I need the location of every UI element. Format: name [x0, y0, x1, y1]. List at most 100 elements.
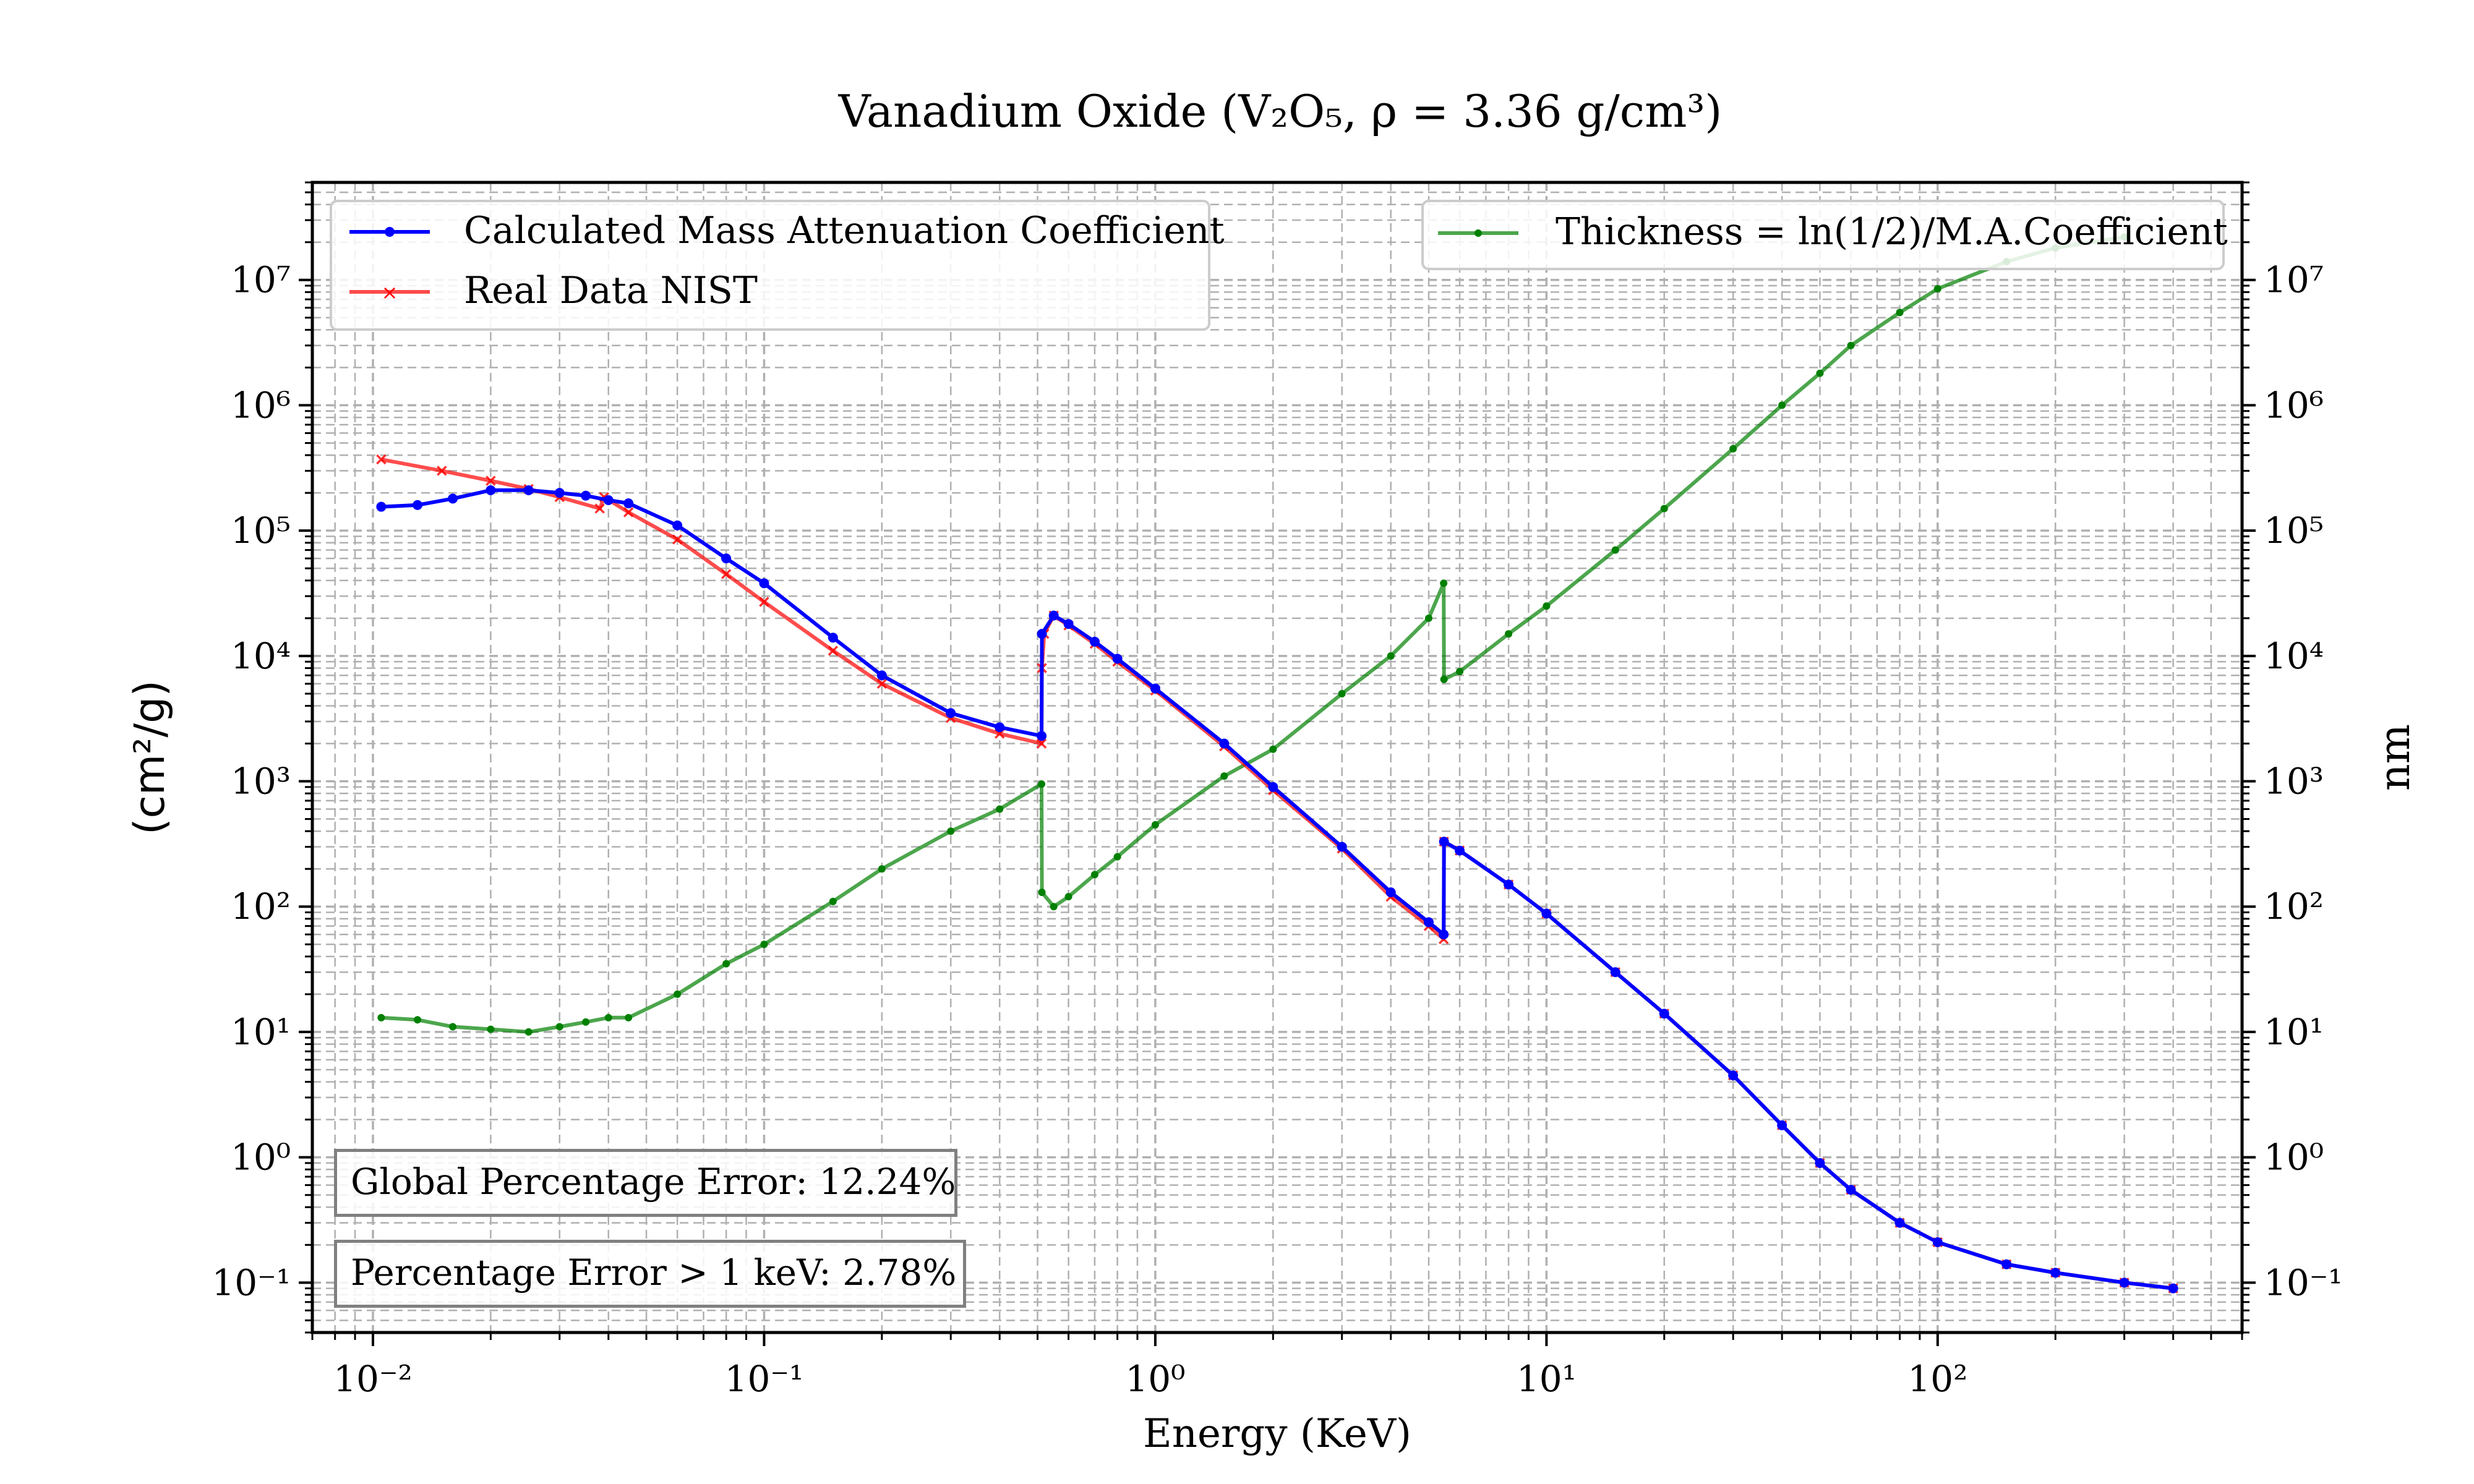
data-point — [1894, 1217, 1905, 1228]
y2-tick-label: 10³ — [2264, 761, 2324, 803]
data-point — [1063, 619, 1074, 629]
data-point — [1728, 1070, 1739, 1081]
data-point — [1660, 505, 1668, 513]
data-point — [760, 940, 768, 949]
legend-label-thickness: Thickness = ln(1/2)/M.A.Coefficient — [1556, 210, 2228, 254]
data-point — [722, 960, 730, 968]
data-point — [1505, 630, 1513, 638]
legend-marker-calculated — [385, 227, 395, 237]
x-tick-label: 10⁰ — [1125, 1358, 1185, 1400]
x-axis: 10⁻² 10⁻¹ 10⁰ 10¹ 10² — [311, 1333, 2243, 1400]
data-point — [1337, 842, 1347, 852]
y-tick-label: 10⁰ — [231, 1136, 291, 1179]
legend-label-nist: Real Data NIST — [464, 269, 758, 312]
data-point — [1504, 879, 1514, 890]
data-point — [376, 454, 387, 465]
data-point — [555, 1023, 563, 1031]
data-point — [1387, 652, 1395, 660]
data-point — [1933, 285, 1941, 293]
data-point — [1038, 780, 1046, 788]
data-point — [486, 485, 496, 495]
data-point — [1338, 689, 1346, 697]
data-point — [623, 507, 634, 518]
data-point — [672, 534, 683, 545]
series-2 — [377, 233, 2128, 1036]
y-tick-label: 10² — [231, 885, 291, 927]
y2-tick-label: 10⁷ — [2264, 259, 2324, 301]
data-point — [2119, 1277, 2129, 1288]
data-point — [554, 488, 565, 498]
data-point — [1090, 871, 1098, 879]
data-point — [995, 722, 1005, 733]
data-point — [1847, 341, 1855, 349]
x-tick-label: 10⁻² — [333, 1358, 413, 1400]
data-point — [487, 1025, 495, 1033]
data-point — [623, 498, 634, 509]
y-axis-label: (cm²/g) — [126, 680, 174, 835]
data-point — [1456, 668, 1464, 676]
data-point — [523, 485, 534, 495]
y-tick-label: 10⁵ — [231, 510, 291, 552]
y2-tick-label: 10² — [2264, 885, 2324, 927]
x-axis-label: Energy (KeV) — [1143, 1411, 1411, 1457]
data-point — [876, 670, 887, 681]
x-tick-label: 10¹ — [1517, 1358, 1577, 1400]
legend-left-frame — [330, 200, 1210, 331]
data-point — [448, 493, 458, 504]
data-point — [1150, 683, 1160, 694]
x-tick-label: 10² — [1907, 1358, 1967, 1400]
legend-marker-nist: × — [382, 281, 398, 304]
series-0 — [376, 485, 2178, 1294]
data-point — [1439, 929, 1449, 940]
data-point — [1151, 821, 1159, 829]
data-point — [674, 990, 682, 998]
data-point — [1050, 903, 1058, 911]
data-point — [2050, 1268, 2061, 1278]
data-point — [1778, 401, 1786, 409]
y2-tick-label: 10⁵ — [2264, 510, 2324, 552]
data-point — [1038, 889, 1046, 897]
y2-tick-label: 10⁻¹ — [2264, 1261, 2343, 1303]
data-point — [1777, 1120, 1787, 1130]
data-point — [413, 500, 423, 510]
y-axis-right: 10⁻¹ 10⁰ 10¹ 10² 10³ 10⁴ 10⁵ 10⁶ 10⁷ — [2242, 181, 2343, 1334]
data-point — [1815, 1158, 1825, 1168]
y-axis-left: 10⁻¹ 10⁰ 10¹ 10² 10³ 10⁴ 10⁵ 10⁶ 10⁷ — [212, 181, 312, 1334]
data-point — [947, 827, 955, 835]
data-point — [996, 805, 1004, 813]
data-point — [377, 1013, 385, 1021]
plot-frame — [310, 181, 2244, 1334]
y2-tick-label: 10⁴ — [2264, 635, 2324, 677]
data-point — [1219, 738, 1230, 749]
data-point — [1440, 675, 1448, 683]
data-point — [1037, 731, 1047, 741]
data-point — [1112, 654, 1123, 664]
data-point — [1113, 853, 1121, 861]
data-point — [1611, 546, 1619, 554]
data-point — [449, 1023, 457, 1031]
data-point — [1424, 614, 1432, 622]
legend-right: Thickness = ln(1/2)/M.A.Coefficient — [1421, 200, 2228, 270]
chart-title: Vanadium Oxide (V₂O₅, ρ = 3.36 g/cm³) — [838, 85, 1723, 137]
data-point — [1089, 636, 1100, 647]
data-point — [594, 503, 605, 514]
y2-tick-label: 10⁶ — [2264, 384, 2324, 426]
data-point — [2168, 1283, 2178, 1294]
y2-axis-label: nm — [2371, 724, 2420, 791]
data-point — [625, 1013, 633, 1021]
data-point — [1455, 845, 1465, 856]
data-point — [759, 597, 769, 607]
data-point — [1846, 1185, 1856, 1195]
error-above-1kev-box: Percentage Error > 1 keV: 2.78% — [334, 1240, 966, 1308]
data-point — [1816, 369, 1824, 377]
data-point — [1268, 782, 1278, 792]
data-point — [582, 1018, 590, 1026]
data-point — [672, 520, 683, 531]
data-point — [759, 578, 769, 589]
data-point — [1220, 772, 1228, 780]
data-point — [878, 865, 886, 873]
data-point — [1269, 745, 1277, 753]
legend-right-frame — [1421, 200, 2225, 270]
data-point — [1541, 908, 1552, 919]
